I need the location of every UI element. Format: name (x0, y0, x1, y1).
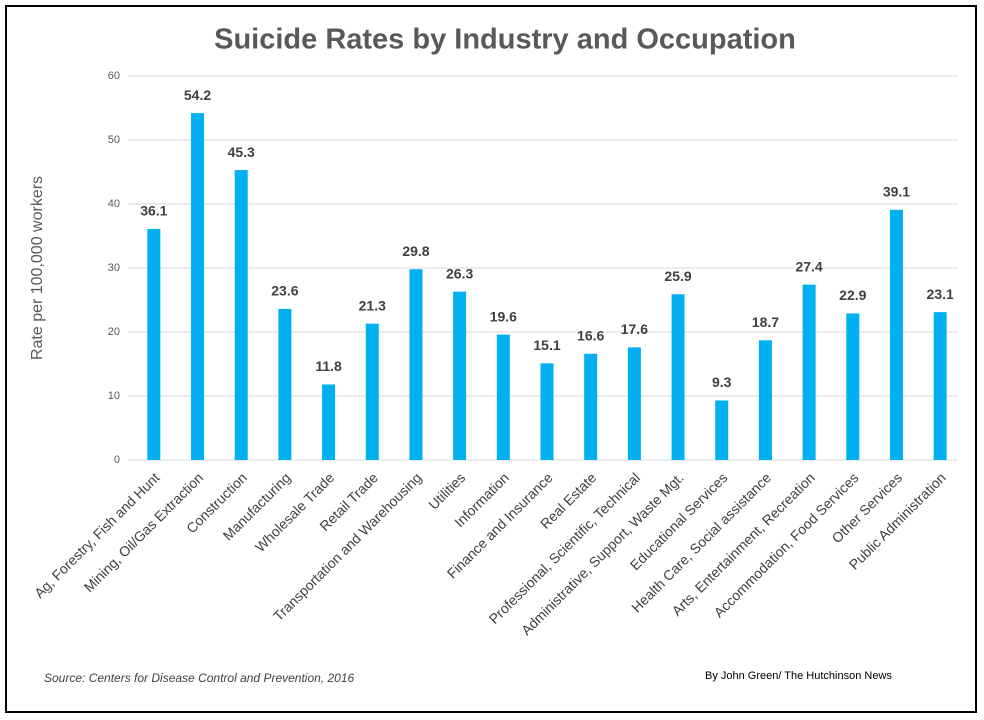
data-label: 39.1 (883, 183, 910, 199)
bar (540, 363, 554, 460)
data-label: 15.1 (533, 337, 560, 353)
bar (846, 313, 860, 460)
bar (889, 209, 903, 460)
credit-note: By John Green/ The Hutchinson News (705, 670, 892, 682)
y-tick-label: 60 (108, 70, 120, 82)
bar (234, 170, 248, 460)
data-label: 26.3 (446, 265, 473, 281)
data-label: 19.6 (490, 308, 517, 324)
bar (496, 334, 510, 460)
y-axis-label: Rate per 100,000 workers (29, 176, 46, 360)
data-label: 23.6 (271, 283, 298, 299)
data-label: 54.2 (184, 87, 211, 103)
bar (453, 291, 467, 460)
y-tick-label: 0 (114, 454, 120, 466)
data-label: 21.3 (359, 297, 386, 313)
data-label: 36.1 (140, 203, 167, 219)
data-label: 23.1 (927, 286, 954, 302)
data-label: 45.3 (228, 144, 255, 160)
data-label: 9.3 (712, 374, 732, 390)
data-label: 11.8 (315, 358, 342, 374)
data-label: 29.8 (402, 243, 429, 259)
y-tick-label: 10 (108, 390, 120, 402)
bar (409, 269, 423, 460)
bar (584, 353, 598, 460)
bar (802, 284, 816, 460)
bar (147, 228, 161, 460)
bar (933, 312, 947, 460)
bar (278, 308, 292, 460)
y-tick-label: 50 (108, 134, 120, 146)
bar (671, 294, 685, 460)
y-tick-label: 30 (108, 262, 120, 274)
data-label: 18.7 (752, 314, 779, 330)
bar (627, 347, 641, 460)
data-label: 27.4 (795, 258, 822, 274)
data-label: 17.6 (621, 321, 648, 337)
chart-title: Suicide Rates by Industry and Occupation (214, 24, 796, 56)
bar (758, 340, 772, 460)
bar (322, 384, 336, 460)
bar (365, 323, 379, 460)
y-tick-label: 40 (108, 198, 120, 210)
data-label: 16.6 (577, 327, 604, 343)
data-label: 22.9 (839, 287, 866, 303)
y-tick-label: 20 (108, 326, 120, 338)
source-note: Source: Centers for Disease Control and … (44, 671, 354, 685)
bar (191, 113, 205, 461)
bar (715, 400, 729, 460)
data-label: 25.9 (664, 268, 691, 284)
